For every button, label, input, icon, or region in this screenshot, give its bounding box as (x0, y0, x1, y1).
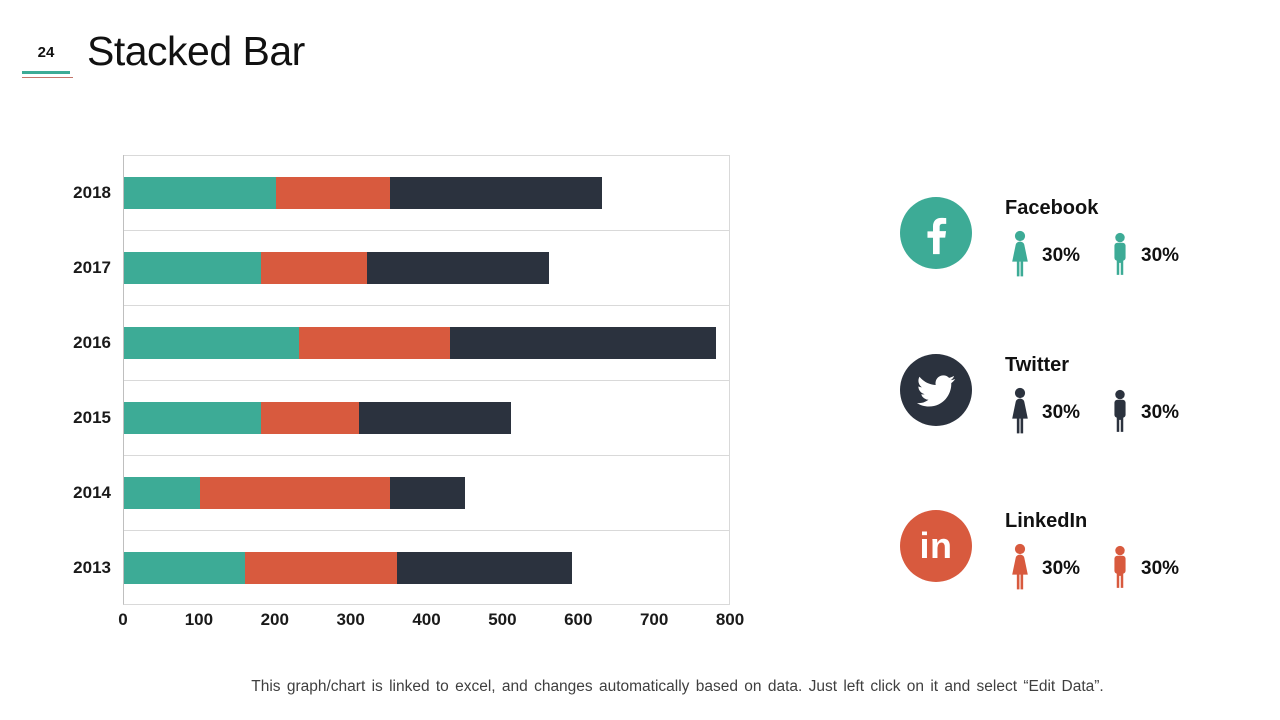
facebook-icon (900, 197, 972, 269)
stacked-bar-chart[interactable]: 2018 2017 2016 2015 2014 2013 (73, 155, 730, 605)
male-icon (1108, 543, 1132, 595)
y-axis-label: 2018 (73, 183, 111, 202)
bar-segment-series-1-teal[interactable] (124, 402, 261, 434)
chart-row-2017: 2017 (73, 230, 729, 305)
y-axis-label: 2015 (73, 408, 111, 427)
twitter-icon (900, 353, 972, 426)
legend-title: LinkedIn (1005, 510, 1088, 532)
legend-group-facebook: Facebook 30% 30% (900, 197, 1179, 282)
stacked-bar-2017[interactable] (124, 252, 549, 284)
legend-stats: 30% 30% (1005, 230, 1179, 282)
x-axis: 0 100 200 300 400 500 600 700 800 (118, 610, 744, 632)
legend-stats: 30% 30% (1005, 543, 1179, 595)
male-icon (1108, 230, 1132, 282)
slide-number: 24 (37, 44, 55, 61)
bar-segment-series-1-teal[interactable] (124, 252, 261, 284)
legend-group-linkedin: in LinkedIn 30% 30% (900, 510, 1179, 595)
bar-segment-series-3-dark[interactable] (450, 327, 716, 359)
x-axis-tick: 0 (118, 610, 128, 629)
male-percentage: 30% (1141, 401, 1180, 423)
bar-segment-series-2-orange[interactable] (245, 552, 398, 584)
bar-segment-series-3-dark[interactable] (389, 177, 602, 209)
legend-title: Twitter (1005, 353, 1070, 376)
header-rule-teal (22, 71, 70, 74)
bar-segment-series-3-dark[interactable] (359, 402, 511, 434)
chart-row-2013: 2013 (73, 530, 729, 605)
stacked-bar-2016[interactable] (124, 327, 716, 359)
male-percentage: 30% (1141, 558, 1180, 579)
female-icon (1007, 543, 1033, 595)
chart-row-2018: 2018 (73, 155, 729, 230)
x-axis-tick: 700 (639, 610, 669, 629)
bar-segment-series-1-teal[interactable] (124, 552, 246, 584)
bar-segment-series-2-orange[interactable] (260, 402, 360, 434)
female-percentage: 30% (1042, 401, 1081, 423)
chart-row-2016: 2016 (73, 305, 729, 380)
stacked-bar-2014[interactable] (124, 477, 466, 509)
female-icon (1007, 387, 1033, 439)
y-axis-label: 2017 (73, 258, 111, 277)
bar-segment-series-1-teal[interactable] (124, 177, 276, 209)
stacked-bar-2018[interactable] (124, 177, 602, 209)
female-percentage: 30% (1042, 558, 1081, 579)
male-percentage: 30% (1141, 245, 1180, 266)
stacked-bar-2015[interactable] (124, 402, 511, 434)
y-axis-label: 2014 (73, 483, 111, 502)
bar-segment-series-2-orange[interactable] (298, 327, 451, 359)
legend-group-twitter: Twitter 30% 30% (900, 353, 1179, 439)
bar-segment-series-3-dark[interactable] (397, 552, 572, 584)
linkedin-icon: in (900, 510, 972, 582)
legend-title: Facebook (1005, 197, 1099, 219)
y-axis-label: 2016 (73, 333, 111, 352)
header-rule-red (22, 77, 73, 78)
footnote: This graph/chart is linked to excel, and… (251, 678, 1104, 695)
bar-segment-series-2-orange[interactable] (199, 477, 390, 509)
bar-segment-series-1-teal[interactable] (124, 477, 200, 509)
bar-segment-series-1-teal[interactable] (124, 327, 299, 359)
chart-row-2014: 2014 (73, 455, 729, 530)
female-percentage: 30% (1042, 245, 1081, 266)
male-icon (1108, 387, 1132, 439)
bar-segment-series-2-orange[interactable] (275, 177, 390, 209)
legend-panel: Facebook 30% 30% Twitter 30% 30% in LinkedIn 30%… (900, 197, 1220, 677)
bar-segment-series-3-dark[interactable] (389, 477, 466, 509)
bar-segment-series-2-orange[interactable] (260, 252, 367, 284)
x-axis-tick: 600 (564, 610, 593, 629)
x-axis-tick: 100 (184, 610, 214, 629)
page-title: Stacked Bar (87, 28, 305, 74)
legend-stats: 30% 30% (1005, 387, 1179, 439)
x-axis-tick: 300 (336, 610, 365, 629)
female-icon (1007, 230, 1033, 282)
chart-row-2015: 2015 (73, 380, 729, 455)
y-axis-label: 2013 (73, 558, 111, 577)
stacked-bar-2013[interactable] (124, 552, 572, 584)
x-axis-tick: 500 (488, 610, 517, 629)
x-axis-tick: 400 (412, 610, 441, 629)
x-axis-tick: 200 (260, 610, 289, 629)
bar-segment-series-3-dark[interactable] (366, 252, 549, 284)
x-axis-tick: 800 (715, 610, 745, 629)
